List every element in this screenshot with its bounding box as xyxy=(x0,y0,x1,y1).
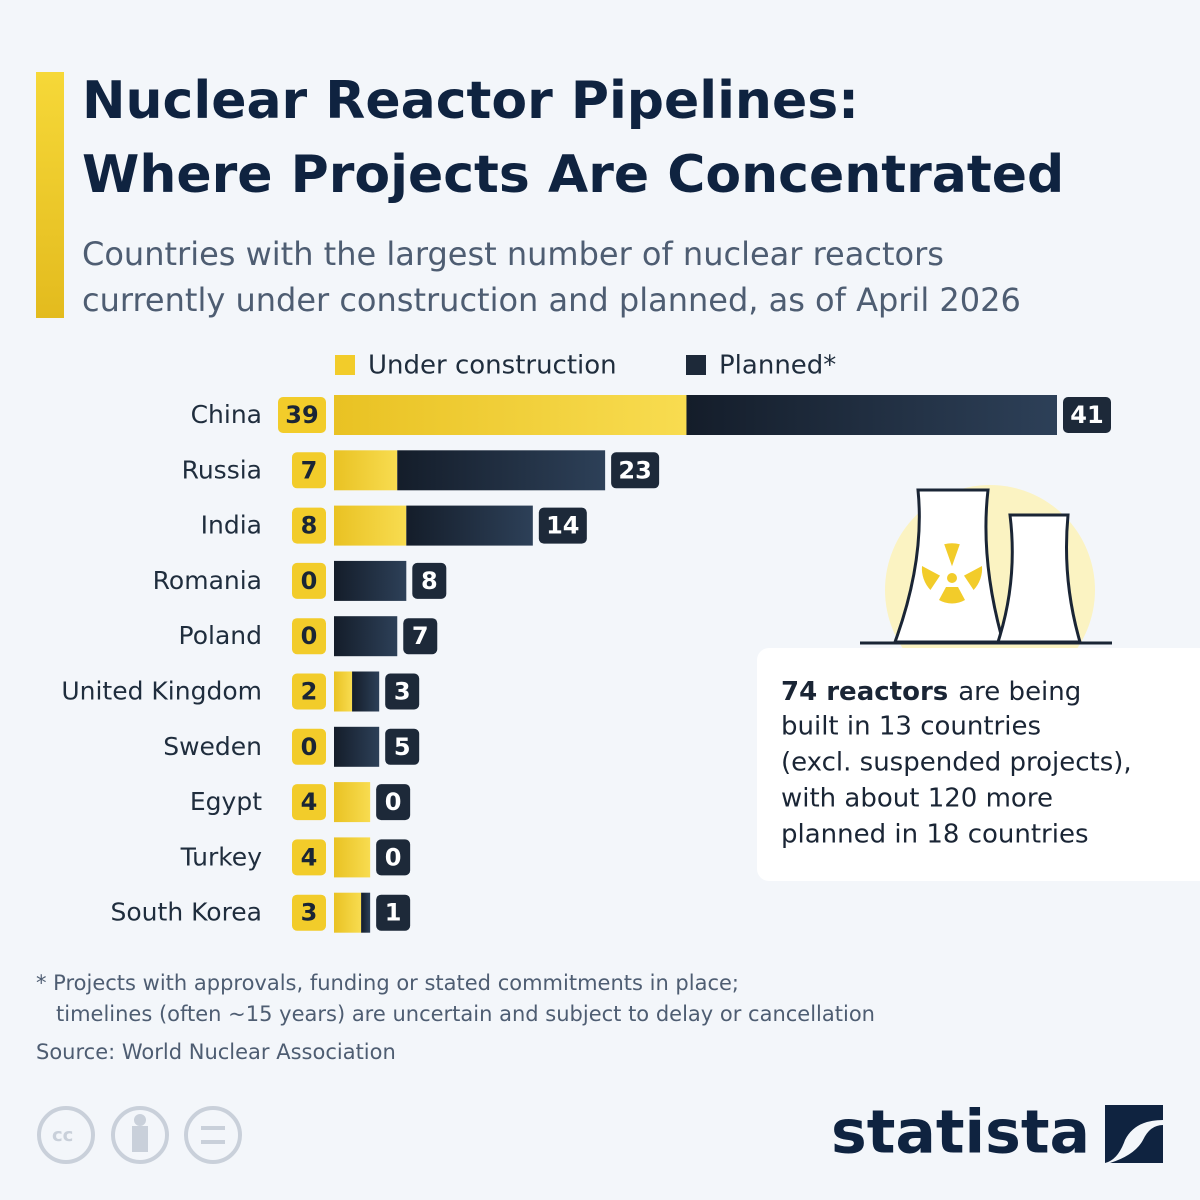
value-label: 41 xyxy=(1070,401,1103,429)
legend-swatch xyxy=(686,355,706,375)
category-label: South Korea xyxy=(111,898,262,927)
value-label: 14 xyxy=(546,512,579,540)
category-label: China xyxy=(191,400,262,429)
value-label: 2 xyxy=(301,678,318,706)
bar-segment xyxy=(352,671,380,712)
value-label: 39 xyxy=(285,401,318,429)
value-badge xyxy=(403,618,438,655)
legend-label: Under construction xyxy=(368,351,617,381)
value-label: 0 xyxy=(301,622,318,650)
bar-segment xyxy=(334,671,353,712)
bar-segment xyxy=(361,892,371,933)
legend-swatch xyxy=(335,355,355,375)
value-label: 0 xyxy=(385,843,402,871)
value-label: 1 xyxy=(385,899,402,927)
category-label: Egypt xyxy=(190,787,262,816)
value-label: 23 xyxy=(618,456,651,484)
value-badge xyxy=(376,784,411,821)
title-line: Where Projects Are Concentrated xyxy=(82,145,1064,205)
bar-segment xyxy=(334,505,407,546)
bar-segment xyxy=(334,560,407,601)
bar-segment xyxy=(334,616,398,657)
footnote: * Projects with approvals, funding or st… xyxy=(36,971,739,995)
bar-segment xyxy=(334,726,380,767)
value-label: 0 xyxy=(385,788,402,816)
subtitle-line: currently under construction and planned… xyxy=(82,281,1021,319)
accent-bar xyxy=(36,72,64,318)
category-label: India xyxy=(201,511,262,540)
value-label: 8 xyxy=(421,567,438,595)
annotation-highlight: 74 reactors xyxy=(781,677,948,707)
bar-segment xyxy=(686,395,1057,435)
bar-segment xyxy=(334,892,362,933)
value-label: 0 xyxy=(301,567,318,595)
value-badge xyxy=(385,728,420,765)
value-label: 3 xyxy=(301,899,318,927)
value-badge xyxy=(611,452,660,489)
category-label: Turkey xyxy=(180,842,263,871)
brand-logo xyxy=(1105,1105,1163,1163)
illustration xyxy=(860,485,1112,695)
bar-segment xyxy=(406,505,533,546)
value-badge xyxy=(292,618,326,655)
license-icons xyxy=(37,1106,242,1164)
bar-segment xyxy=(397,450,606,491)
value-badge xyxy=(1063,397,1111,433)
value-label: 8 xyxy=(301,512,318,540)
annotation-line: built in 13 countries xyxy=(781,712,1041,742)
annotation-line: (excl. suspended projects), xyxy=(781,748,1132,778)
value-badge xyxy=(538,507,587,544)
annotation-line: with about 120 more xyxy=(781,784,1053,814)
value-badge xyxy=(292,839,326,876)
brand: statista xyxy=(831,1098,1090,1168)
annotation-line: planned in 18 countries xyxy=(781,820,1089,850)
value-badge xyxy=(412,562,447,599)
annotation-text: are being xyxy=(958,677,1081,707)
category-label: United Kingdom xyxy=(61,677,262,706)
value-badge xyxy=(292,784,326,821)
value-badge xyxy=(292,507,326,544)
bar-segment xyxy=(334,450,398,491)
cc-mark: cc xyxy=(52,1125,73,1146)
category-label: Sweden xyxy=(163,732,262,761)
value-badge xyxy=(278,397,326,433)
annotation-line: 74 reactors are being xyxy=(781,677,1081,707)
value-label: 4 xyxy=(301,843,318,871)
subtitle-line: Countries with the largest number of nuc… xyxy=(82,235,944,273)
bar-segment xyxy=(334,837,371,878)
value-label: 5 xyxy=(394,733,411,761)
value-label: 7 xyxy=(412,622,429,650)
category-label: Russia xyxy=(182,455,262,484)
category-label: Poland xyxy=(179,621,262,650)
value-badge xyxy=(292,562,326,599)
value-label: 7 xyxy=(301,456,318,484)
category-label: Romania xyxy=(153,566,262,595)
value-badge xyxy=(292,894,326,931)
value-label: 0 xyxy=(301,733,318,761)
value-badge xyxy=(292,673,326,710)
bar-segment xyxy=(334,395,687,435)
value-badge xyxy=(292,728,326,765)
title-line: Nuclear Reactor Pipelines: xyxy=(82,71,859,131)
annotation-box xyxy=(757,648,1200,881)
legend-label: Planned* xyxy=(719,351,836,381)
bar-segment xyxy=(334,782,371,823)
value-label: 4 xyxy=(301,788,318,816)
value-label: 3 xyxy=(394,678,411,706)
footnote: timelines (often ~15 years) are uncertai… xyxy=(56,1002,875,1026)
value-badge xyxy=(376,839,411,876)
value-badge xyxy=(376,894,411,931)
value-badge xyxy=(292,452,326,489)
source: Source: World Nuclear Association xyxy=(36,1040,396,1064)
value-badge xyxy=(385,673,420,710)
